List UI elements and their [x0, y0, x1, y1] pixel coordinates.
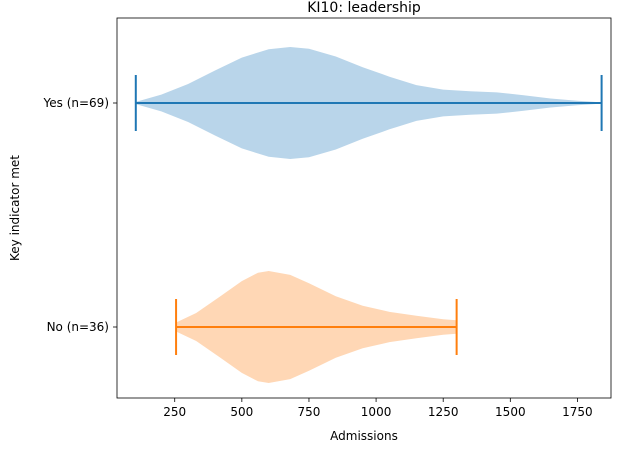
y-tick-label: No (n=36) — [47, 320, 109, 334]
chart-title: KI10: leadership — [307, 0, 421, 16]
x-axis-label: Admissions — [330, 429, 398, 443]
y-axis-label: Key indicator met — [8, 155, 22, 261]
x-tick-label: 750 — [298, 405, 321, 419]
y-axis-ticks: No (n=36) Yes (n=69) — [43, 96, 117, 334]
x-tick-label: 500 — [230, 405, 253, 419]
x-tick-label: 1750 — [562, 405, 593, 419]
x-tick-label: 1000 — [361, 405, 392, 419]
x-tick-label: 1500 — [495, 405, 526, 419]
x-tick-label: 250 — [163, 405, 186, 419]
axes-frame — [116, 17, 612, 399]
x-tick-label: 1250 — [428, 405, 459, 419]
y-tick-label: Yes (n=69) — [43, 96, 109, 110]
x-axis-ticks: 250 500 750 1000 1250 1500 1750 — [163, 398, 593, 419]
violins-layer — [134, 47, 603, 383]
